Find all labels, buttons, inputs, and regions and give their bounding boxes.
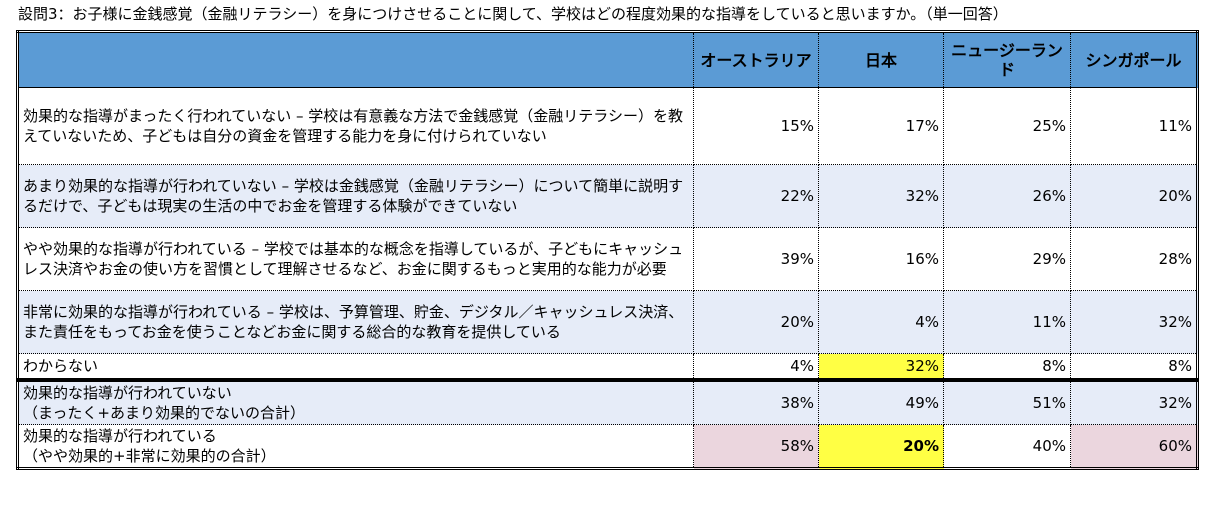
value-cell: 17% [818, 87, 944, 165]
row-label: 効果的な指導がまったく行われていない – 学校は有意義な方法で金銭感覚（金融リテ… [17, 87, 694, 165]
value-cell: 11% [943, 290, 1071, 354]
summary-label-line1: 効果的な指導が行われている [23, 427, 217, 445]
summary-row: 効果的な指導が行われていない （まったく+あまり効果的でないの合計） 38% 4… [17, 380, 1198, 425]
page-title: 設問3：お子様に金銭感覚（金融リテラシー）を身につけさせることに関して、学校はど… [18, 5, 1008, 23]
highlighted-value-cell: 20% [818, 424, 944, 469]
value-cell: 11% [1070, 87, 1198, 165]
value-cell: 32% [1070, 290, 1198, 354]
value-cell: 51% [943, 380, 1071, 425]
value-cell: 15% [693, 87, 819, 165]
value-cell: 29% [943, 227, 1071, 291]
value-cell: 32% [1070, 380, 1198, 425]
value-cell: 4% [693, 353, 819, 382]
row-label: 非常に効果的な指導が行われている – 学校は、予算管理、貯金、デジタル／キャッシ… [17, 290, 694, 354]
value-cell: 20% [1070, 164, 1198, 228]
summary-label: 効果的な指導が行われていない （まったく+あまり効果的でないの合計） [17, 380, 694, 425]
value-cell: 22% [693, 164, 819, 228]
table-row: 非常に効果的な指導が行われている – 学校は、予算管理、貯金、デジタル／キャッシ… [17, 290, 1198, 354]
column-header-japan: 日本 [818, 31, 944, 88]
summary-label: 効果的な指導が行われている （やや効果的+非常に効果的の合計） [17, 424, 694, 469]
value-cell: 49% [818, 380, 944, 425]
row-label: わからない [17, 353, 694, 382]
summary-row: 効果的な指導が行われている （やや効果的+非常に効果的の合計） 58% 20% … [17, 424, 1198, 469]
summary-label-line1: 効果的な指導が行われていない [23, 384, 232, 402]
highlighted-value-cell: 58% [693, 424, 819, 469]
value-cell: 39% [693, 227, 819, 291]
survey-results-table: オーストラリア 日本 ニュージーランド シンガポール 効果的な指導がまったく行わ… [16, 30, 1199, 470]
value-cell: 40% [943, 424, 1071, 469]
header-corner-cell [17, 31, 694, 88]
table-row: やや効果的な指導が行われている – 学校では基本的な概念を指導しているが、子ども… [17, 227, 1198, 291]
table-row: あまり効果的な指導が行われていない – 学校は金銭感覚（金融リテラシー）について… [17, 164, 1198, 228]
value-cell: 25% [943, 87, 1071, 165]
row-label: やや効果的な指導が行われている – 学校では基本的な概念を指導しているが、子ども… [17, 227, 694, 291]
value-cell: 28% [1070, 227, 1198, 291]
table-row: 効果的な指導がまったく行われていない – 学校は有意義な方法で金銭感覚（金融リテ… [17, 87, 1198, 165]
row-label: あまり効果的な指導が行われていない – 学校は金銭感覚（金融リテラシー）について… [17, 164, 694, 228]
value-cell: 20% [693, 290, 819, 354]
column-header-new-zealand: ニュージーランド [943, 31, 1071, 88]
summary-label-line2: （まったく+あまり効果的でないの合計） [23, 404, 305, 422]
value-cell: 32% [818, 164, 944, 228]
value-cell: 38% [693, 380, 819, 425]
value-cell: 16% [818, 227, 944, 291]
value-cell: 26% [943, 164, 1071, 228]
highlighted-value-cell: 32% [818, 353, 944, 382]
highlighted-value-cell: 60% [1070, 424, 1198, 469]
column-header-australia: オーストラリア [693, 31, 819, 88]
value-cell: 4% [818, 290, 944, 354]
summary-label-line2: （やや効果的+非常に効果的の合計） [23, 447, 276, 465]
column-header-singapore: シンガポール [1070, 31, 1198, 88]
value-cell: 8% [1070, 353, 1198, 382]
table-row: わからない 4% 32% 8% 8% [17, 353, 1198, 382]
header-row: オーストラリア 日本 ニュージーランド シンガポール [17, 31, 1198, 88]
value-cell: 8% [943, 353, 1071, 382]
